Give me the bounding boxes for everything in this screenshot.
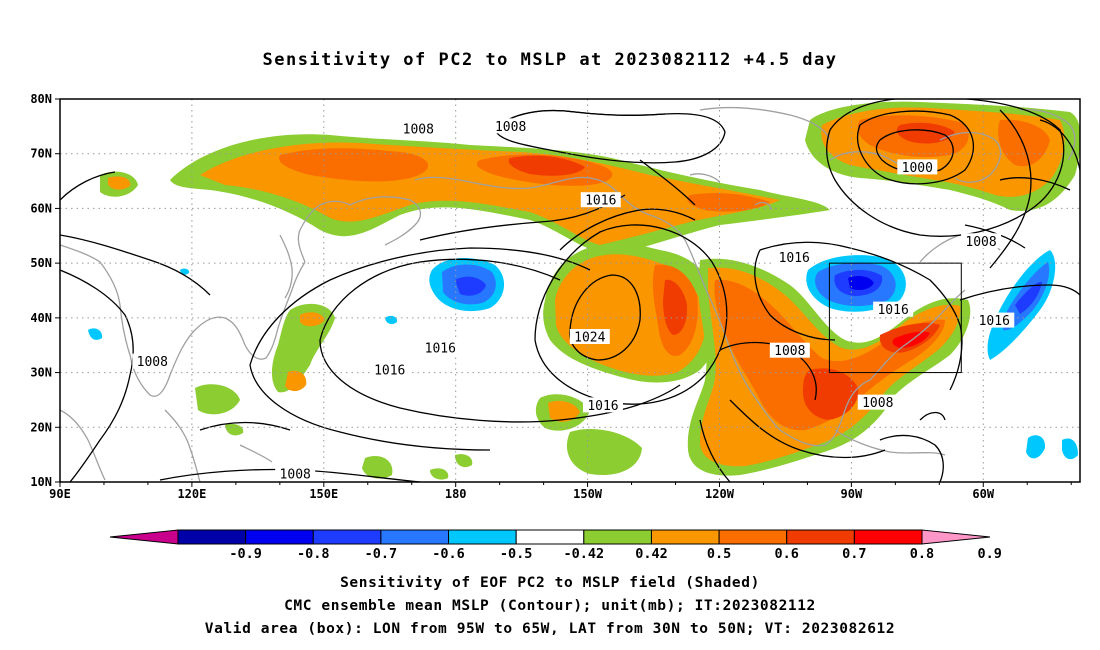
contour-label: 1008	[403, 123, 434, 138]
lat-label: 50N	[30, 256, 52, 270]
colorbar-swatch	[448, 529, 517, 545]
contour-label: 1008	[862, 396, 893, 411]
shade-siberia	[100, 134, 830, 255]
lon-label: 120W	[705, 487, 735, 501]
contour-label-bg	[961, 233, 1002, 249]
page-title: Sensitivity of PC2 to MSLP at 2023082112…	[262, 50, 838, 70]
shade-canada-north	[805, 101, 1080, 211]
contour-label: 1008	[495, 120, 526, 135]
contour-label-bg	[580, 192, 621, 208]
colorbar-swatch	[245, 529, 314, 545]
colorbar-label: -0.42	[563, 546, 604, 562]
lat-label: 30N	[30, 366, 52, 380]
lon-label: 120E	[177, 487, 206, 501]
lat-label: 70N	[30, 147, 52, 161]
colorbar-swatch	[380, 529, 450, 545]
caption-line-1: Sensitivity of EOF PC2 to MSLP field (Sh…	[340, 575, 760, 591]
lon-label: 90W	[841, 487, 863, 501]
lat-label: 40N	[30, 311, 52, 325]
plot-frame	[59, 98, 1081, 483]
colorbar-label: 0.6	[775, 546, 799, 562]
graticule	[60, 99, 1080, 482]
lon-label: 90E	[49, 487, 71, 501]
contour-label: 1016	[425, 341, 456, 356]
contour-label: 1016	[779, 251, 810, 266]
colorbar-swatch	[312, 529, 382, 545]
shade-west-patches	[195, 303, 590, 480]
contour-label-bg	[769, 342, 810, 358]
colorbar-label: -0.9	[229, 546, 262, 562]
contour-label: 1000	[902, 161, 933, 176]
colorbar-swatch	[718, 529, 788, 545]
shade-negative	[88, 250, 1078, 460]
contour-label-bg	[369, 361, 410, 377]
colorbar-label: -0.7	[365, 546, 398, 562]
contour-label: 1016	[979, 314, 1010, 329]
colorbar-high-end	[921, 529, 991, 545]
contour-label-bg	[974, 312, 1015, 328]
caption-line-2: CMC ensemble mean MSLP (Contour); unit(m…	[284, 598, 816, 614]
shade-pacific-core	[543, 242, 720, 383]
contour-label: 1008	[280, 467, 311, 482]
colorbar-label: 0.9	[977, 546, 1001, 562]
lon-label: 60W	[972, 487, 994, 501]
contour-labels: 1008 1008 1000 1008 1016 1016 1016 1016 1024 1016…	[132, 118, 1015, 482]
contour-label-bg	[873, 301, 914, 317]
contour-label: 1016	[585, 194, 616, 209]
contour-label-bg	[398, 121, 439, 137]
colorbar-label: -0.6	[432, 546, 465, 562]
mslp-contours	[60, 99, 1080, 482]
lat-label: 20N	[30, 420, 52, 434]
contour-label-bg	[582, 397, 623, 413]
colorbar-label: 0.8	[910, 546, 934, 562]
colorbar-swatch	[650, 529, 720, 545]
colorbar-swatch	[786, 529, 855, 545]
contour-label-bg	[857, 394, 898, 410]
contour-label-bg	[774, 249, 815, 265]
colorbar-low-end	[109, 529, 179, 545]
colorbar-swatch	[583, 529, 652, 545]
contour-label-bg	[897, 159, 938, 175]
contour-label: 1008	[965, 235, 996, 250]
colorbar-label: 0.5	[707, 546, 731, 562]
colorbar-label: -0.8	[297, 546, 330, 562]
colorbar: -0.9 -0.8 -0.7 -0.6 -0.5 -0.42 0.42 0.5 0.6 0.7 0.…	[109, 529, 1002, 562]
colorbar-label: 0.7	[842, 546, 866, 562]
lon-label: 180	[445, 487, 467, 501]
lat-label: 80N	[30, 92, 52, 106]
lat-label: 60N	[30, 201, 52, 215]
contour-label: 1024	[574, 331, 605, 346]
caption-line-3: Valid area (box): LON from 95W to 65W, L…	[204, 621, 896, 637]
contour-label: 1016	[587, 399, 618, 414]
colorbar-swatch	[853, 529, 923, 545]
contour-label: 1008	[137, 355, 168, 370]
colorbar-swatch	[177, 529, 247, 545]
lat-label: 10N	[30, 475, 52, 489]
contour-label-bg	[420, 339, 461, 355]
contour-label-bg	[132, 353, 173, 369]
contour-label-bg	[275, 465, 316, 481]
lon-label: 150W	[573, 487, 603, 501]
lon-label: 150E	[309, 487, 338, 501]
contour-label: 1016	[374, 363, 405, 378]
contour-label: 1008	[774, 344, 805, 359]
colorbar-label: -0.5	[500, 546, 533, 562]
contour-label: 1016	[877, 303, 908, 318]
colorbar-swatch	[515, 529, 585, 545]
colorbar-label: 0.42	[635, 546, 668, 562]
contour-label-bg	[490, 118, 531, 134]
valid-area-box	[828, 262, 962, 374]
contour-label-bg	[569, 329, 610, 345]
